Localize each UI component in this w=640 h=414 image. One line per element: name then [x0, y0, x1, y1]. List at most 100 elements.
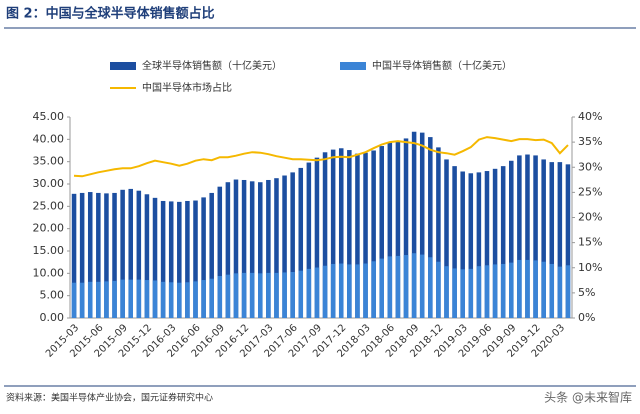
bar	[266, 272, 271, 318]
chart-title: 图 2：中国与全球半导体销售额占比	[6, 6, 215, 22]
bar	[201, 280, 206, 318]
bar	[533, 155, 538, 318]
bar	[160, 200, 166, 318]
bar	[128, 279, 133, 318]
bar	[517, 155, 522, 318]
bar	[387, 256, 393, 318]
bar	[241, 179, 247, 318]
bar	[525, 154, 530, 318]
y2-tick-label: 15%	[578, 236, 602, 249]
watermark: 头条 @未来智库	[544, 390, 632, 405]
bar	[492, 168, 498, 318]
bar	[517, 259, 522, 318]
bar	[193, 281, 198, 318]
bar	[387, 142, 393, 318]
y2-tick-label: 20%	[578, 211, 602, 224]
bar	[217, 276, 223, 318]
bar	[258, 182, 263, 318]
bar	[104, 193, 109, 318]
bar	[557, 162, 563, 318]
bar	[298, 167, 304, 318]
bar	[322, 152, 328, 318]
bar	[290, 271, 295, 318]
y2-tick-label: 10%	[578, 261, 602, 274]
bar	[452, 268, 457, 318]
bar	[379, 258, 384, 318]
bar	[168, 201, 174, 318]
bar	[217, 186, 223, 318]
bar	[484, 171, 490, 318]
bar	[185, 282, 190, 318]
bar	[144, 194, 150, 318]
bar	[525, 259, 530, 318]
y-tick-label: 15.00	[33, 244, 65, 257]
bar	[233, 179, 239, 318]
bar	[274, 272, 279, 318]
bar	[557, 266, 563, 318]
bar	[395, 255, 401, 318]
bar	[314, 157, 320, 318]
bar	[306, 162, 312, 318]
bar	[395, 141, 401, 318]
bar	[266, 179, 271, 318]
bar	[168, 282, 174, 318]
bar	[549, 263, 555, 318]
bar	[225, 274, 231, 318]
bar	[468, 268, 474, 318]
bar	[314, 267, 320, 318]
bar	[201, 197, 206, 318]
y-tick-label: 30.00	[33, 177, 65, 190]
bar	[160, 281, 166, 318]
bar	[492, 264, 498, 318]
bar	[565, 164, 571, 318]
bar	[371, 150, 376, 318]
y2-tick-label: 30%	[578, 160, 602, 173]
bar	[144, 280, 150, 318]
bar	[79, 192, 85, 318]
bar	[411, 253, 417, 318]
y-tick-label: 25.00	[33, 199, 65, 212]
legend-marker	[340, 62, 366, 70]
bar	[338, 263, 344, 318]
bar	[112, 192, 117, 318]
bar	[419, 132, 425, 318]
bar	[193, 200, 198, 318]
bar	[363, 263, 368, 318]
y-tick-label: 10.00	[33, 266, 65, 279]
bar	[363, 152, 368, 318]
bar	[452, 166, 457, 318]
bar	[282, 272, 287, 318]
bar	[549, 162, 555, 318]
bar	[541, 261, 546, 318]
bar	[152, 197, 158, 318]
bar	[290, 172, 295, 318]
line	[73, 136, 569, 178]
y-tick-label: 35.00	[33, 155, 65, 168]
bar	[177, 201, 182, 318]
bar	[355, 153, 360, 318]
y2-tick-label: 0%	[578, 311, 595, 324]
bar	[541, 159, 546, 318]
bar	[411, 131, 417, 318]
bar	[87, 192, 93, 318]
bar	[120, 189, 125, 318]
bar	[419, 254, 425, 318]
bar	[484, 265, 490, 318]
bar	[444, 159, 449, 318]
bar	[241, 272, 247, 318]
bar	[338, 148, 344, 318]
bar	[500, 166, 506, 318]
bar	[347, 150, 352, 318]
bar	[120, 279, 125, 318]
legend-label: 中国半导体销售额（十亿美元）	[372, 59, 512, 72]
bar	[403, 138, 409, 318]
bar	[509, 160, 514, 318]
bar	[460, 269, 465, 318]
bar	[565, 265, 571, 318]
bar	[371, 261, 376, 318]
bar	[96, 281, 101, 318]
bar	[136, 279, 142, 318]
bar	[128, 188, 133, 318]
bar	[209, 192, 214, 318]
